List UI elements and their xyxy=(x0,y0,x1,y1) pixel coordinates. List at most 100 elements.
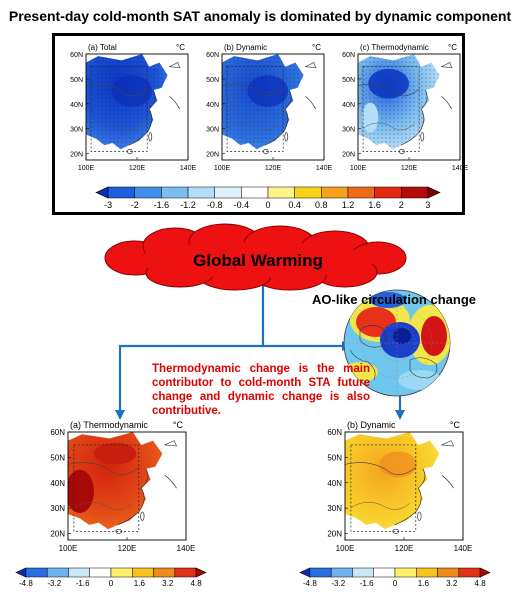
lat-tick-label: 20N xyxy=(327,530,342,539)
japan-coast xyxy=(441,474,454,489)
colorbar-segment xyxy=(187,186,215,199)
lat-tick-label: 20N xyxy=(206,152,219,159)
panel-unit: °C xyxy=(312,43,321,52)
ao-title: AO-like circulation change xyxy=(312,292,476,307)
river-line xyxy=(90,122,143,131)
colorbar-segment xyxy=(25,567,48,578)
colorbar-segment xyxy=(401,186,429,199)
colorbar: -4.8 -3.2 -1.6 0 1.6 3.2 4.8 xyxy=(15,567,207,588)
warm-patch xyxy=(379,451,417,478)
border-line xyxy=(345,462,416,475)
lat-tick-label: 60N xyxy=(70,52,83,59)
colorbar-segment xyxy=(309,567,332,578)
lat-tick-label: 40N xyxy=(70,102,83,109)
colorbar-segment xyxy=(294,186,322,199)
colorbar-tick-label: 2 xyxy=(399,200,404,210)
colorbar-tick-label: -3.2 xyxy=(331,579,345,588)
colorbar-segment xyxy=(161,186,189,199)
border-line xyxy=(68,462,139,475)
island xyxy=(140,511,145,521)
colorbar-end-left xyxy=(15,567,27,578)
colorbar-segment xyxy=(132,567,154,578)
coastline xyxy=(394,468,426,526)
colorbar-segment xyxy=(153,567,176,578)
present-day-colorbar: -3 -2 -1.6 -1.2 -0.8 -0.4 0 0.4 0.8 1.2 1.6 2 3 xyxy=(95,186,441,210)
inset-glyph xyxy=(163,440,178,447)
lon-tick-label: 140E xyxy=(452,165,469,172)
lat-tick-label: 50N xyxy=(70,77,83,84)
lat-tick-label: 50N xyxy=(327,453,342,462)
colorbar-tick-label: -4.8 xyxy=(303,579,317,588)
colorbar-tick-label: 0 xyxy=(393,579,398,588)
river-line xyxy=(350,501,411,510)
lat-tick-label: 60N xyxy=(342,52,355,59)
map-panel: (a) Total °C 60N 50N 40N 30N 20N 100E 120E 140E xyxy=(70,43,196,172)
colorbar-tick-label: 1.6 xyxy=(134,579,146,588)
colorbar-tick-label: -1.6 xyxy=(360,579,374,588)
colorbar-tick-label: -3 xyxy=(104,200,112,210)
lon-tick-label: 120E xyxy=(129,165,146,172)
colorbar-tick-label: 0 xyxy=(265,200,270,210)
colorbar: -3 -2 -1.6 -1.2 -0.8 -0.4 0 0.4 0.8 1.2 1.6 2 3 xyxy=(95,186,441,210)
colorbar-tick-label: 1.2 xyxy=(342,200,355,210)
colorbar-tick-label: -1.6 xyxy=(154,200,170,210)
colorbar-segment xyxy=(347,186,375,199)
lon-tick-label: 120E xyxy=(401,165,418,172)
lon-tick-label: 140E xyxy=(454,544,473,553)
lon-tick-label: 140E xyxy=(177,544,196,553)
map-inner xyxy=(222,54,317,154)
cold-core xyxy=(111,75,153,107)
arrow-main-stem xyxy=(118,285,265,412)
colorbar-segment xyxy=(394,567,417,578)
lat-tick-label: 50N xyxy=(50,453,65,462)
global-warming-cloud xyxy=(104,223,407,291)
colorbar-tick-label: -1.6 xyxy=(76,579,90,588)
border-line xyxy=(86,83,148,97)
border-line xyxy=(358,83,420,97)
coastline xyxy=(264,89,292,146)
colorbar-tick-label: 0 xyxy=(109,579,114,588)
lat-tick-label: 40N xyxy=(50,479,65,488)
inset-glyph xyxy=(440,440,455,447)
panel-title: (b) Dynamic xyxy=(224,43,267,52)
colorbar-tick-label: 0.8 xyxy=(315,200,328,210)
page-title: Present-day cold-month SAT anomaly is do… xyxy=(8,8,512,24)
colorbar-end-right xyxy=(195,567,207,578)
colorbar-segment xyxy=(46,567,69,578)
colorbar-tick-label: 3.2 xyxy=(446,579,458,588)
panel-unit: °C xyxy=(450,420,461,430)
lon-tick-label: 120E xyxy=(265,165,282,172)
lat-tick-label: 60N xyxy=(206,52,219,59)
panel-unit: °C xyxy=(173,420,184,430)
lat-tick-label: 40N xyxy=(327,479,342,488)
panel-unit: °C xyxy=(176,43,185,52)
lat-tick-label: 30N xyxy=(327,504,342,513)
panel-title: (a) Thermodynamic xyxy=(70,420,148,430)
cold-core xyxy=(247,75,289,107)
colorbar-segment xyxy=(107,186,135,199)
colorbar-segment xyxy=(214,186,242,199)
island xyxy=(148,132,153,142)
colorbar-tick-label: 4.8 xyxy=(191,579,203,588)
lat-tick-label: 40N xyxy=(342,102,355,109)
panel-title: (c) Thermodynamic xyxy=(360,43,429,52)
colorbar-segment xyxy=(134,186,162,199)
inset-glyph xyxy=(440,62,453,69)
lat-tick-label: 20N xyxy=(50,530,65,539)
arrowhead-thermo xyxy=(115,410,125,420)
cold-core xyxy=(368,68,409,99)
coastline xyxy=(128,89,156,146)
colorbar-end-right xyxy=(427,186,441,199)
future-change-maps: (a) Thermodynamic °C 60N 50N 40N 30N 20N 100E 12… xyxy=(50,420,472,553)
island xyxy=(284,132,289,142)
colorbar-tick-label: 3 xyxy=(425,200,430,210)
lat-tick-label: 20N xyxy=(342,152,355,159)
lat-tick-label: 20N xyxy=(70,152,83,159)
japan-coast xyxy=(164,474,177,489)
contribution-note: Thermodynamic change is the main contrib… xyxy=(152,363,370,417)
map-panel: (b) Dynamic °C 60N 50N 40N 30N 20N 100E 120E 140E xyxy=(327,420,472,553)
colorbar-segment xyxy=(110,567,133,578)
lon-tick-label: 100E xyxy=(214,165,231,172)
lat-tick-label: 40N xyxy=(206,102,219,109)
